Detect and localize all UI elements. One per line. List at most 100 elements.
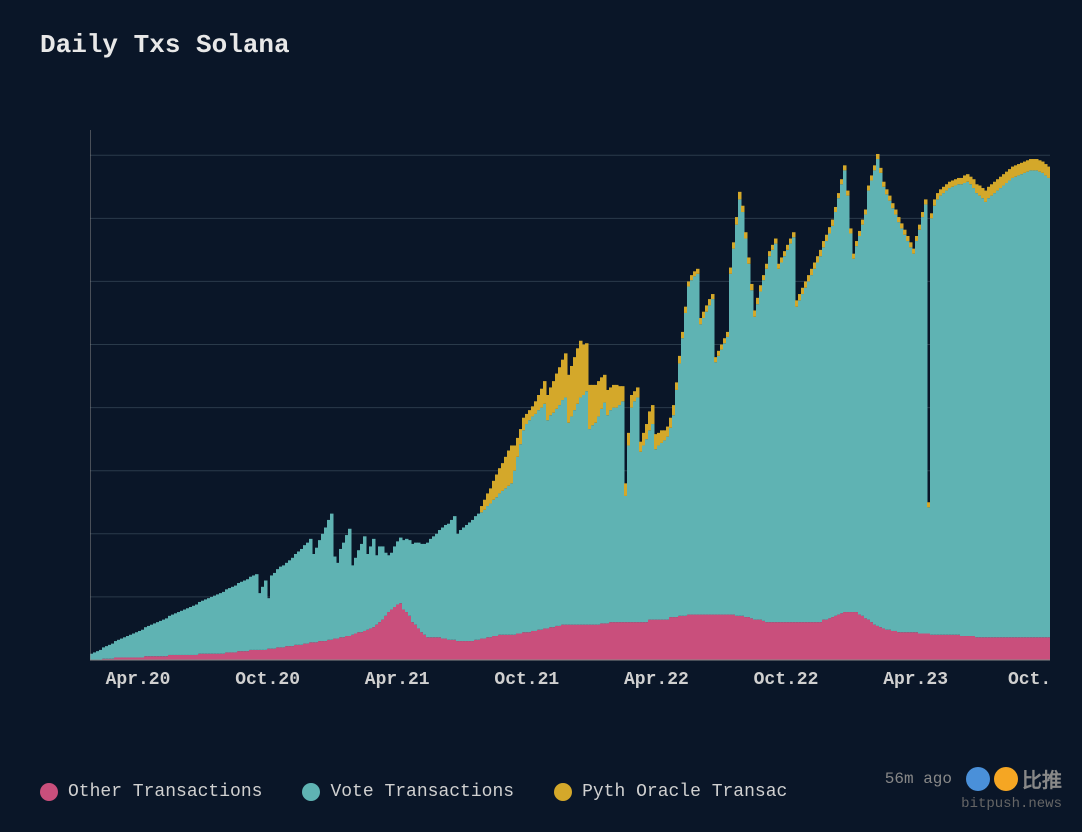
bar-vote [357, 550, 361, 632]
bar-other [510, 635, 514, 660]
bar-other [177, 655, 181, 660]
bar-other [561, 625, 565, 660]
bar-other [771, 622, 775, 660]
bar-vote [567, 423, 571, 625]
bar-other [579, 625, 583, 660]
bar-other [543, 628, 547, 660]
bar-other [822, 620, 826, 660]
bar-pyth [510, 445, 514, 483]
bar-vote [582, 395, 586, 625]
bar-vote [552, 413, 556, 628]
bar-vote [840, 184, 844, 613]
bar-pyth [627, 433, 631, 446]
bar-other [927, 634, 931, 661]
bar-vote [933, 206, 937, 635]
bar-vote [1011, 178, 1015, 637]
bar-other [879, 627, 883, 660]
bar-other [1005, 637, 1009, 660]
bar-pyth [1002, 174, 1006, 185]
bar-pyth [483, 500, 487, 510]
bar-vote [978, 196, 982, 638]
bar-vote [798, 300, 802, 622]
bar-pyth [921, 212, 925, 217]
bar-pyth [567, 375, 571, 423]
bar-other [747, 617, 751, 660]
bar-other [402, 610, 406, 660]
bar-other [900, 632, 904, 660]
bar-pyth [576, 348, 580, 404]
bar-pyth [978, 186, 982, 196]
bar-pyth [501, 463, 505, 491]
bar-vote [234, 586, 238, 653]
bar-vote [711, 299, 715, 614]
bar-vote [720, 350, 724, 615]
bar-vote [1008, 180, 1012, 637]
bar-pyth [792, 232, 796, 237]
bar-pyth [486, 493, 490, 506]
bar-pyth [606, 390, 610, 415]
bar-vote [231, 587, 235, 653]
bar-vote [339, 549, 343, 637]
bar-other [909, 632, 913, 660]
bar-other [861, 616, 865, 660]
bar-other [255, 650, 259, 660]
bar-other [150, 656, 154, 660]
bar-vote [264, 581, 268, 650]
bar-other [666, 620, 670, 660]
bar-vote [405, 539, 409, 612]
bar-vote [984, 202, 988, 637]
bar-pyth [1023, 162, 1027, 173]
bar-other [597, 625, 601, 660]
bar-other [435, 637, 439, 660]
bar-vote [729, 274, 733, 615]
bar-pyth [573, 357, 577, 410]
bar-other [357, 632, 361, 660]
bar-other [360, 632, 364, 660]
bar-vote [180, 611, 184, 655]
bar-vote [441, 528, 445, 639]
bar-pyth [711, 294, 715, 299]
legend: Other Transactions Vote Transactions Pyt… [40, 782, 787, 802]
bar-vote [96, 651, 100, 660]
bar-vote [477, 514, 481, 640]
bar-pyth [651, 405, 655, 424]
bar-vote [594, 423, 598, 625]
bar-other [1029, 637, 1033, 660]
bar-vote [522, 430, 526, 632]
bar-other [945, 635, 949, 660]
bar-other [441, 639, 445, 660]
bar-pyth [660, 430, 664, 443]
bar-pyth [732, 242, 736, 248]
bar-other [351, 635, 355, 660]
bar-vote [252, 575, 256, 649]
bar-pyth [984, 191, 988, 202]
bar-other [825, 620, 829, 660]
bar-pyth [843, 165, 847, 170]
bar-other [807, 622, 811, 660]
bar-vote [114, 641, 118, 657]
bar-pyth [531, 406, 535, 416]
bar-vote [606, 415, 610, 623]
bar-other [309, 642, 313, 660]
bar-other [447, 640, 451, 660]
bar-vote [642, 445, 646, 622]
bar-pyth [699, 318, 703, 324]
bar-vote [219, 593, 223, 654]
bar-vote [147, 626, 151, 656]
bar-vote [417, 543, 421, 629]
bar-vote [1032, 170, 1036, 637]
bar-pyth [795, 300, 799, 306]
bar-pyth [504, 457, 508, 489]
bar-pyth [855, 241, 859, 246]
bar-other [273, 649, 277, 660]
watermark-circle-1 [966, 767, 990, 791]
bar-pyth [678, 356, 682, 364]
bar-vote [693, 276, 697, 614]
bar-vote [342, 543, 346, 638]
bar-other [327, 640, 331, 660]
bar-other [855, 612, 859, 660]
bar-other [870, 622, 874, 660]
bar-pyth [513, 445, 517, 470]
bar-other [546, 628, 550, 660]
bar-vote [528, 420, 532, 632]
